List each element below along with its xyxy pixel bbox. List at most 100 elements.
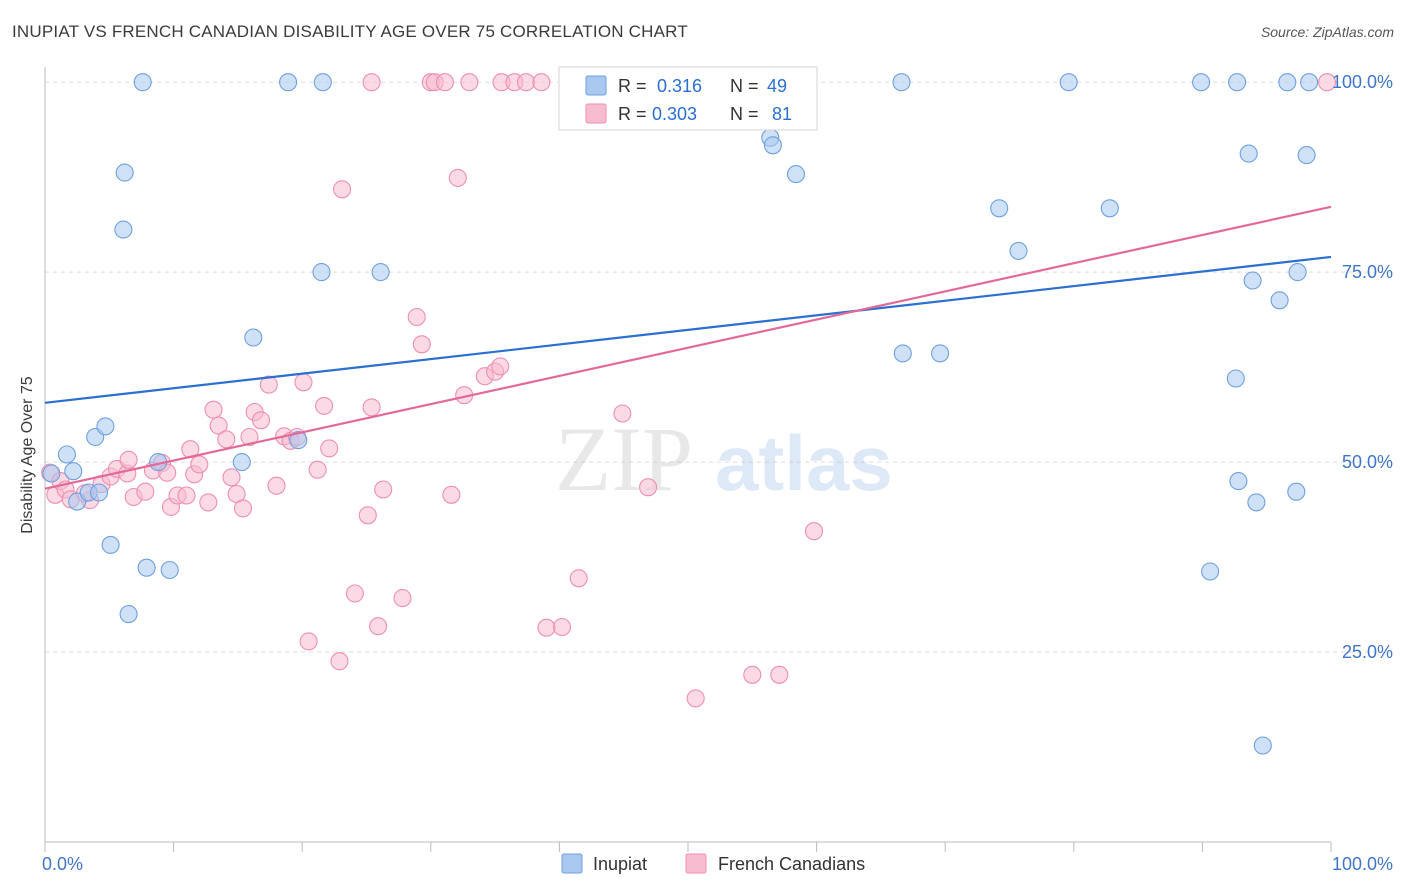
french-canadians-point-10 [119,450,138,469]
legend-r-value-2: 0.303 [652,104,697,124]
inupiat-point-44 [1300,73,1319,92]
inupiat-point-47 [892,73,911,92]
french-canadians-point-49 [393,589,412,608]
inupiat-point-20 [312,263,331,282]
french-canadians-point-12 [136,482,155,501]
french-canadians-point-38 [299,632,318,651]
french-canadians-point-73 [804,522,824,541]
chart-title: INUPIAT VS FRENCH CANADIAN DISABILITY AG… [12,22,688,41]
french-canadians-point-45 [358,506,377,525]
french-canadians-trend-line [44,205,1332,490]
french-canadians-point-68 [613,404,632,423]
inupiat-point-30 [1009,241,1028,260]
inupiat-point-19 [313,73,332,92]
inupiat-point-1 [57,445,76,464]
inupiat-point-35 [1226,369,1245,388]
tick-labels: 25.0% 50.0% 75.0% 100.0% 0.0% 100.0% [42,72,1393,874]
french-canadians-point-23 [204,400,223,419]
french-canadians-point-46 [362,398,381,417]
french-canadians-point-55 [448,168,467,187]
gridlines [45,81,1391,653]
french-canadians-point-75 [435,73,454,92]
inupiat-point-9 [114,220,133,239]
french-canadians-point-54 [442,485,461,504]
french-canadians-point-44 [345,584,364,603]
french-canadians-point-69 [639,478,658,497]
french-canadians-point-32 [259,375,278,394]
french-canadians-point-67 [569,569,588,588]
inupiat-point-0 [42,464,61,483]
inupiat-point-43 [1287,482,1306,501]
bottom-legend-label-french-canadians: French Canadians [718,854,865,874]
french-canadians-point-64 [537,618,556,637]
watermark-atlas: atlas [715,419,893,507]
watermark-zip: ZIP [555,408,693,510]
trend-lines [44,205,1332,490]
inupiat-point-31 [1059,73,1078,92]
legend-n-label-1: N = [730,76,759,96]
x-tick-label-0: 0.0% [42,854,83,874]
inupiat-point-46 [1253,736,1272,755]
inupiat-point-33 [1192,73,1211,92]
inupiat-point-22 [289,431,308,450]
french-canadians-point-31 [251,411,271,430]
bottom-legend-swatch-french-canadians [685,853,707,874]
french-canadians-point-24 [209,416,228,435]
inupiat-point-17 [244,328,263,347]
legend-r-value-1: 0.316 [657,76,702,96]
inupiat-point-45 [1297,146,1316,165]
legend-r-label-1: R = [618,76,647,96]
inupiat-point-41 [1288,263,1307,282]
source-label: Source: ZipAtlas.com [1260,24,1394,40]
french-canadians-point-29 [240,427,259,447]
french-canadians-point-60 [491,357,510,376]
inupiat-point-12 [137,558,156,577]
french-canadians-point-50 [407,307,426,327]
inupiat-point-2 [64,462,83,481]
legend-n-label-2: N = [730,104,759,124]
inupiat-point-10 [115,163,134,182]
inupiat-point-27 [893,344,912,363]
french-canadians-point-26 [222,468,241,487]
inupiat-point-40 [1278,73,1297,92]
legend-n-value-2: 81 [772,104,792,124]
inupiat-point-32 [1100,199,1119,218]
bottom-legend-label-inupiat: Inupiat [593,854,647,874]
french-canadians-point-76 [532,73,551,92]
y-tick-label-2: 75.0% [1342,262,1393,282]
y-tick-label-0: 25.0% [1342,642,1393,662]
inupiat-point-11 [133,73,152,92]
french-canadians-point-41 [320,439,339,458]
legend-n-value-1: 49 [767,76,787,96]
french-canadians-point-65 [552,617,572,637]
inupiat-point-28 [931,344,950,363]
french-canadians-point-70 [686,689,705,708]
inupiat-point-37 [1239,144,1258,163]
french-canadians-point-40 [315,396,334,415]
french-canadians-point-22 [199,493,218,512]
legend-r-label-2: R = [618,104,647,124]
inupiat-point-7 [96,417,115,436]
inupiat-point-21 [371,263,390,282]
french-canadians-point-48 [374,480,393,499]
inupiat-point-25 [763,136,782,155]
french-canadians-points [41,73,1337,708]
french-canadians-point-39 [308,460,327,479]
axes [44,67,1332,852]
legend-swatch-inupiat [585,75,607,96]
inupiat-point-6 [89,483,109,502]
french-canadians-point-18 [177,486,196,505]
inupiat-point-29 [990,199,1009,218]
french-canadians-point-37 [294,373,313,392]
inupiat-point-26 [786,165,806,184]
french-canadians-point-43 [333,180,352,199]
french-canadians-point-33 [267,476,286,495]
inupiat-trend-line [44,255,1332,404]
watermark: ZIP atlas [555,408,893,510]
french-canadians-point-74 [362,73,381,92]
french-canadians-point-57 [460,73,479,92]
inupiat-point-18 [279,73,298,92]
bottom-legend-swatch-inupiat [561,853,583,874]
inupiat-point-14 [160,560,179,580]
y-tick-label-3: 100.0% [1332,72,1393,92]
